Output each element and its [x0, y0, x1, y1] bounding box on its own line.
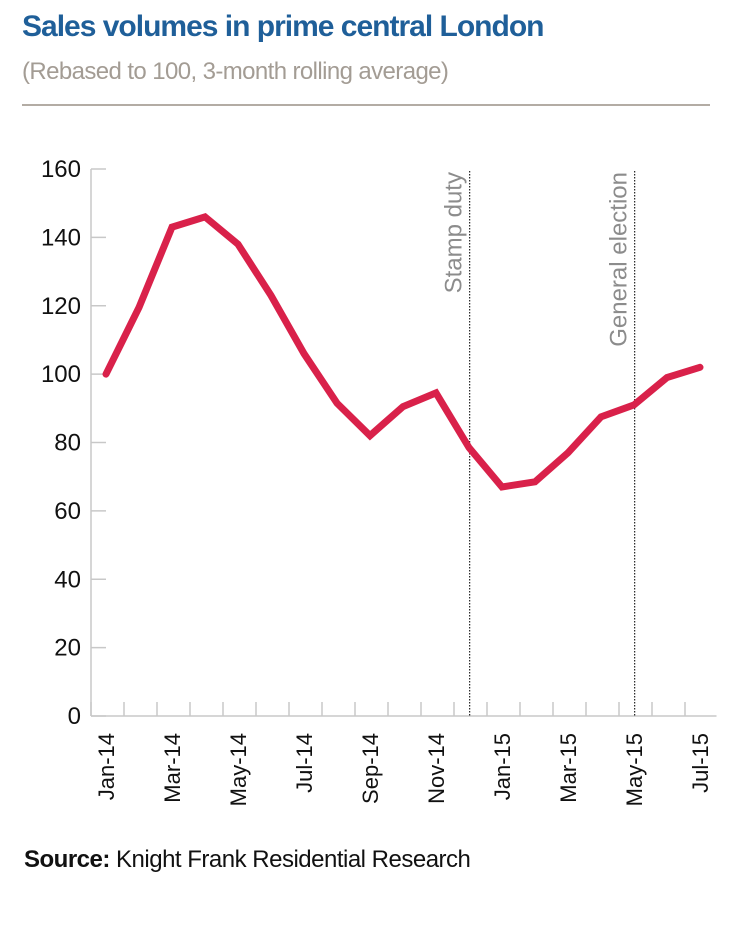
x-tick-label: Mar-14	[160, 733, 185, 803]
y-tick-label: 160	[41, 156, 81, 183]
y-tick-label: 80	[54, 430, 81, 457]
x-tick-label: Jul-14	[292, 733, 317, 793]
chart-title: Sales volumes in prime central London	[22, 10, 544, 43]
x-tick-label: Jul-15	[688, 733, 713, 793]
y-tick-label: 0	[68, 703, 81, 730]
x-tick-label: Mar-15	[556, 733, 581, 803]
x-tick-label: Sep-14	[358, 733, 383, 804]
source-text: Knight Frank Residential Research	[109, 846, 471, 873]
series	[102, 212, 704, 491]
y-tick-label: 140	[41, 224, 81, 251]
y-tick-label: 120	[41, 293, 81, 320]
y-tick-label: 20	[54, 635, 81, 662]
x-tick-label: May-15	[622, 733, 647, 806]
source-label: Source:	[24, 846, 110, 873]
header-divider	[22, 104, 710, 106]
annotation-label: General election	[606, 172, 633, 347]
chart-subtitle: (Rebased to 100, 3-month rolling average…	[22, 58, 449, 85]
y-axis: 0 20 40 60 80 100 120 140 160	[41, 156, 106, 730]
x-tick-label: Jan-14	[94, 733, 119, 800]
annotation-label: Stamp duty	[441, 172, 468, 293]
annotations: Stamp duty General election	[441, 171, 636, 716]
x-tick-label: Nov-14	[424, 733, 449, 804]
y-tick-label: 40	[54, 566, 81, 593]
x-axis: Jan-14 Mar-14 May-14 Jul-14 Sep-14 Nov-14 Jan-…	[90, 702, 717, 806]
y-tick-label: 100	[41, 361, 81, 388]
x-tick-label: May-14	[226, 733, 251, 806]
y-tick-label: 60	[54, 498, 81, 525]
source-note: Source: Knight Frank Residential Researc…	[24, 846, 471, 874]
x-tick-label: Jan-15	[490, 733, 515, 800]
